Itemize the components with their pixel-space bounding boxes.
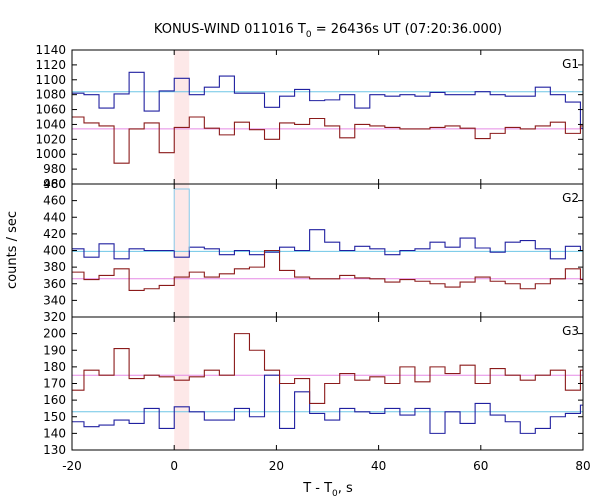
y-tick-label: 180 [43, 360, 66, 374]
y-tick-label: 190 [43, 343, 66, 357]
panel-label: G2 [562, 191, 579, 205]
series-red-line [72, 116, 583, 164]
y-tick-label: 1100 [35, 73, 66, 87]
y-tick-label: 1120 [35, 58, 66, 72]
highlight-band [174, 184, 190, 317]
title-subscript: 0 [306, 30, 312, 40]
series-red-line [72, 249, 583, 291]
x-axis-label: T - T0, s [302, 481, 353, 499]
highlight-band [174, 317, 190, 450]
x-tick-label: 40 [371, 459, 386, 473]
y-tick-label: 340 [43, 293, 66, 307]
y-tick-label: 1020 [35, 132, 66, 146]
y-tick-label: 460 [43, 194, 66, 208]
y-tick-label: 1000 [35, 147, 66, 161]
y-tick-label: 480 [43, 177, 66, 191]
chart-title: KONUS-WIND 011016 T0 = 26436s UT (07:20:… [154, 22, 502, 40]
y-tick-label: 440 [43, 210, 66, 224]
y-tick-label: 380 [43, 260, 66, 274]
highlight-band [174, 50, 190, 184]
y-tick-label: 200 [43, 327, 66, 341]
x-axis-label-subscript: 0 [332, 489, 338, 499]
series-blue-line [72, 374, 583, 434]
y-tick-label: 320 [43, 310, 66, 324]
peak-bin-outline [173, 188, 190, 251]
y-tick-label: 140 [43, 426, 66, 440]
y-tick-label: 360 [43, 277, 66, 291]
panel-frame [71, 49, 584, 185]
x-tick-label: 80 [575, 459, 590, 473]
y-tick-label: 1060 [35, 103, 66, 117]
y-tick-label: 130 [43, 443, 66, 457]
y-tick-label: 160 [43, 393, 66, 407]
series-blue-line [72, 71, 583, 129]
y-axis-label: counts / sec [5, 211, 20, 289]
y-tick-label: 170 [43, 377, 66, 391]
x-tick-label: 0 [170, 459, 178, 473]
y-tick-label: 420 [43, 227, 66, 241]
x-tick-label: 20 [269, 459, 284, 473]
panel-label: G3 [562, 324, 579, 338]
y-tick-label: 980 [43, 162, 66, 176]
y-tick-label: 1080 [35, 88, 66, 102]
x-tick-label: 60 [473, 459, 488, 473]
panel-g3: 130 140 150 160 170 180 190 200 G3 [43, 316, 584, 457]
series-red-line [72, 333, 583, 404]
y-tick-label: 960 [43, 177, 66, 191]
panel-g2: 320 340 360 380 400 420 440 460 480 G2 [43, 177, 584, 324]
y-tick-label: 1140 [35, 43, 66, 57]
x-tick-label: -20 [62, 459, 82, 473]
y-tick-label: 150 [43, 410, 66, 424]
series-blue-line [72, 229, 583, 260]
y-tick-label: 1040 [35, 117, 66, 131]
y-tick-label: 400 [43, 244, 66, 258]
panel-label: G1 [562, 57, 579, 71]
